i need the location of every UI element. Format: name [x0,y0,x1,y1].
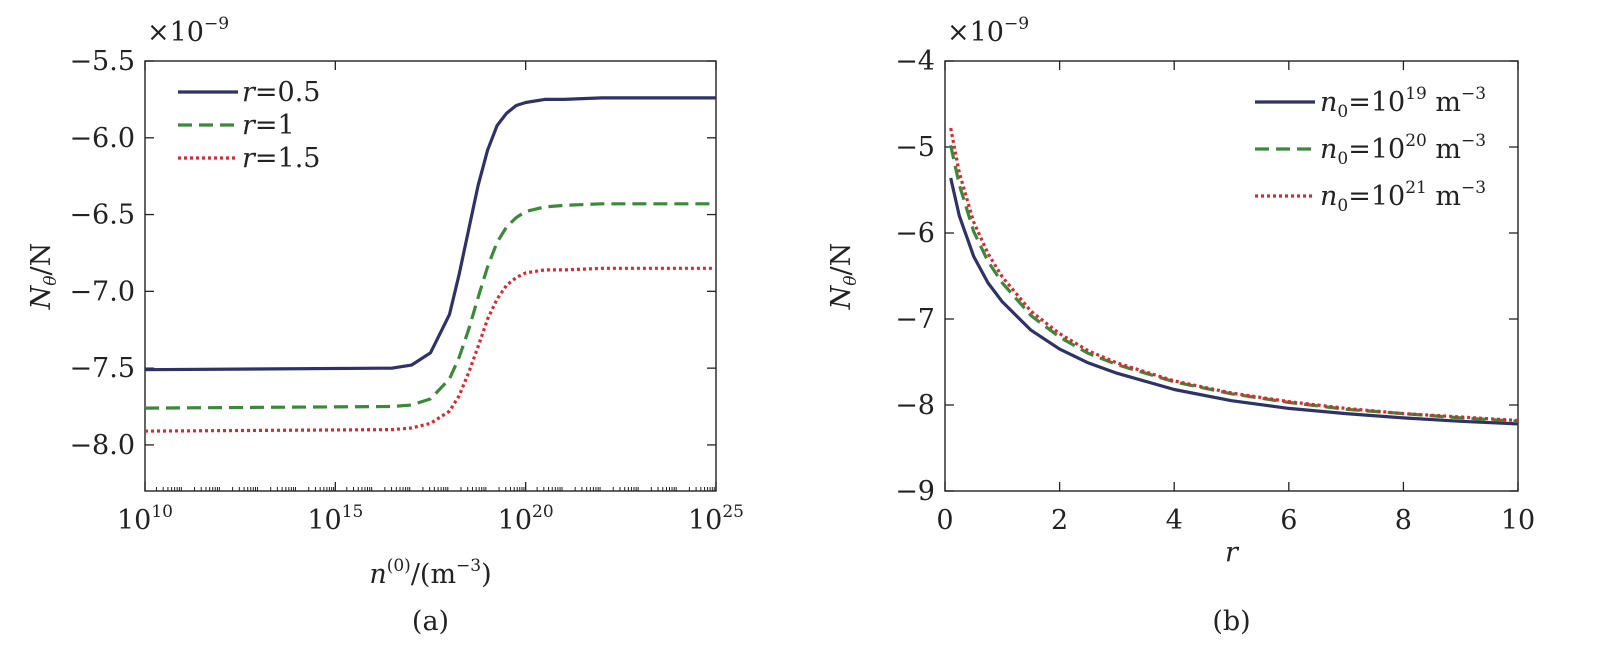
series-line-a-2 [144,266,716,433]
y-multiplier-b: ×10−9 [947,14,1029,48]
x-axis-label-a: n(0)/(m−3) [369,556,491,590]
y-tick-label-a: −5.5 [69,46,135,77]
y-tick-label-b: −6 [895,218,935,249]
legend-label-b-1: n0=1020 m−3 [1320,131,1486,169]
y-tick-label-a: −8.0 [69,430,135,461]
panel-caption-a: (a) [412,606,449,637]
series-line-a-1 [144,202,716,410]
series-line-b-1 [949,144,1519,423]
legend-label-a-0: r=0.5 [242,77,321,108]
y-tick-label-b: −5 [895,132,935,163]
y-multiplier-a: ×10−9 [147,14,229,48]
series-line-b-2 [949,127,1519,423]
legend-label-a-2: r=1.5 [242,143,321,174]
x-tick-label-b: 6 [1280,505,1297,536]
x-tick-label-b: 2 [1051,505,1068,536]
plot-frame-b [944,60,1519,492]
series-line-b-0 [949,177,1519,426]
x-tick-label-a: 1010 [117,502,173,536]
y-tick-label-b: −4 [895,46,935,77]
y-axis-label-b: Nθ/N [826,243,861,311]
y-tick-label-b: −7 [895,304,935,335]
y-axis-label-a: Nθ/N [26,243,61,311]
x-tick-label-a: 1020 [498,502,554,536]
y-tick-label-a: −6.5 [69,200,135,231]
series-line-a-0 [144,96,716,372]
plot-frame-a [144,60,717,492]
x-tick-label-b: 0 [936,505,953,536]
legend-label-b-2: n0=1021 m−3 [1320,178,1486,216]
x-axis-label-b: r [1225,537,1240,568]
chart-panel-a: 1010 1015 1020 1025 −5.5 −6.0 −6.5 −7.0 −7.5 −8.0… [26,14,744,637]
y-tick-label-b: −9 [895,476,935,507]
y-tick-label-a: −7.0 [69,276,135,307]
legend-label-b-0: n0=1019 m−3 [1320,84,1486,122]
y-tick-label-a: −7.5 [69,353,135,384]
panel-caption-b: (b) [1212,606,1250,637]
x-tick-label-b: 4 [1166,505,1183,536]
chart-panel-b: 0 2 4 6 8 10 −4 −5 −6 −7 −8 −9 ×10−9 r Nθ/N (b) n0=1019 … [826,14,1535,637]
y-tick-label-b: −8 [895,390,935,421]
x-tick-label-b: 10 [1501,505,1535,536]
x-tick-label-a: 1015 [307,502,363,536]
x-tick-label-b: 8 [1395,505,1412,536]
x-tick-label-a: 1025 [688,502,744,536]
legend-label-a-1: r=1 [242,110,295,141]
y-tick-label-a: −6.0 [69,123,135,154]
